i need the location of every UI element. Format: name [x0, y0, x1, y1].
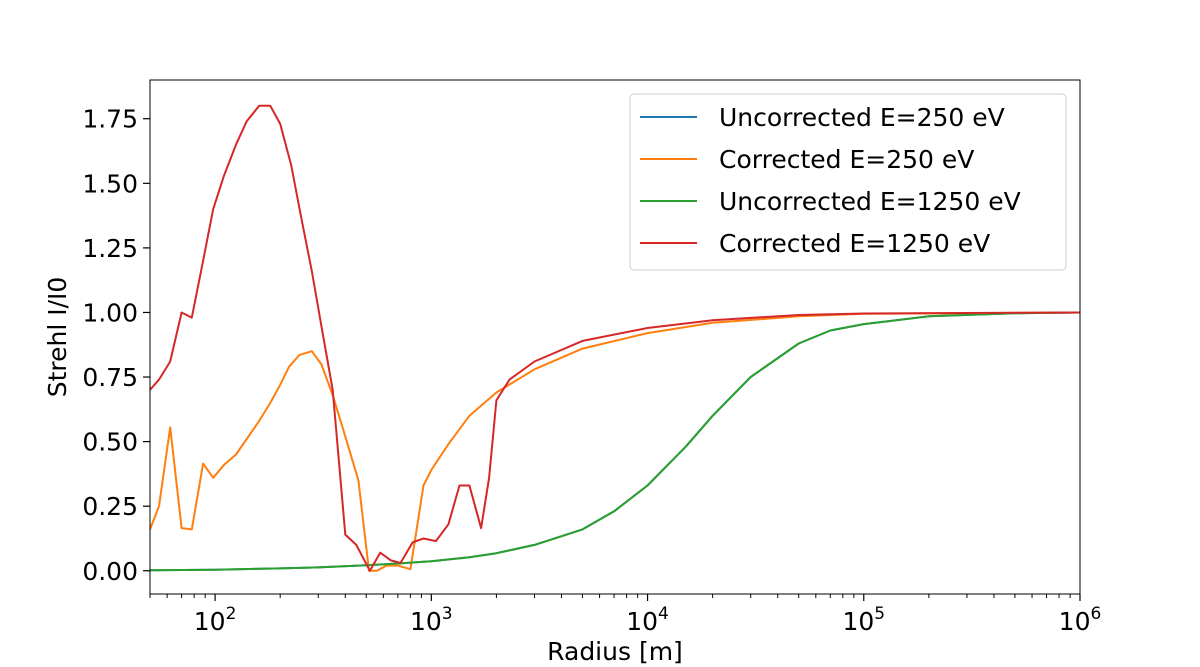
- plot-lines: [150, 104, 1080, 572]
- series-line-4: [150, 104, 1080, 572]
- series-line-2: [150, 311, 1080, 572]
- y-tick-label: 1.50: [82, 169, 138, 198]
- y-tick-label: 0.75: [82, 363, 138, 392]
- x-tick-label: 104: [626, 604, 669, 636]
- legend-label: Uncorrected E=250 eV: [719, 103, 1005, 132]
- y-tick-label: 1.25: [82, 234, 138, 263]
- legend-label: Corrected E=250 eV: [719, 145, 974, 174]
- y-axis-label: Strehl I/I0: [43, 277, 72, 398]
- y-axis-ticks: 0.00 0.25 0.50 0.75 1.00 1.25 1.50 1.75: [82, 105, 150, 586]
- y-tick-label: 1.00: [82, 298, 138, 327]
- legend-box: [629, 93, 1067, 271]
- x-tick-label: 103: [410, 604, 453, 636]
- legend-label: Corrected E=1250 eV: [719, 229, 990, 258]
- series-line-3: [150, 311, 1080, 572]
- y-tick-label: 1.75: [82, 105, 138, 134]
- y-tick-label: 0.25: [82, 492, 138, 521]
- series-line-1: [150, 311, 1080, 572]
- x-tick-label: 105: [842, 604, 885, 636]
- y-tick-label: 0.50: [82, 428, 138, 457]
- legend-label: Uncorrected E=1250 eV: [719, 187, 1021, 216]
- x-tick-label: 102: [194, 604, 237, 636]
- x-axis-ticks: 102 103 104 105 106: [149, 594, 1102, 636]
- x-tick-label: 106: [1059, 604, 1102, 636]
- axes-frame: [149, 79, 1081, 595]
- x-axis-label: Radius [m]: [547, 637, 683, 666]
- y-tick-label: 0.00: [82, 557, 138, 586]
- legend: Uncorrected E=250 eV Corrected E=250 eV Un…: [629, 93, 1067, 271]
